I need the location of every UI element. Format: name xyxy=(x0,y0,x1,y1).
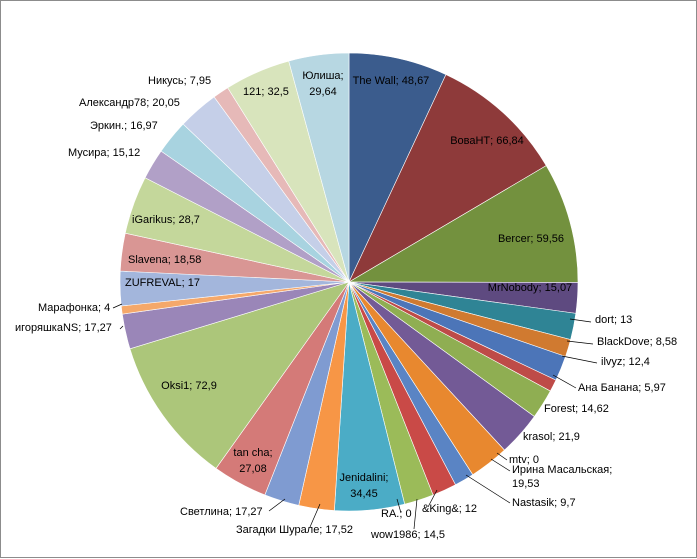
slice-label: dort; 13 xyxy=(595,314,632,326)
pie-slice xyxy=(129,281,350,469)
leader-line xyxy=(496,452,508,461)
slice-label: Загадки Шурале; 17,52 xyxy=(236,524,353,536)
slice-label: Марафонка; 4 xyxy=(38,302,110,314)
slice-label: Ана Банана; 5,97 xyxy=(578,382,666,394)
pie-slice xyxy=(288,52,350,283)
slice-label: Эркин.; 16,97 xyxy=(90,120,158,132)
leader-line xyxy=(119,325,124,330)
leader-line xyxy=(566,340,594,345)
slice-label: RA.; 0 xyxy=(381,508,412,520)
slice-label: 121; 32,5 xyxy=(243,86,289,98)
leader-line xyxy=(413,498,418,530)
slice-label: krasol; 21,9 xyxy=(523,431,580,443)
leader-line xyxy=(309,503,321,528)
leader-line xyxy=(112,303,123,309)
slice-label: Forest; 14,62 xyxy=(544,403,609,415)
slice-label: Светлина; 17,27 xyxy=(180,506,263,518)
slice-label: Bercer; 59,56 xyxy=(498,233,564,245)
slice-label: BlackDove; 8,58 xyxy=(597,336,677,348)
pie-slice xyxy=(348,74,547,283)
leader-line xyxy=(552,374,577,389)
slice-label: The Wall; 48,67 xyxy=(353,75,430,87)
slice-label: Oksi1; 72,9 xyxy=(161,380,217,392)
leader-line xyxy=(465,474,511,504)
slice-label: Nastasik; 9,7 xyxy=(512,497,576,509)
slice-label: tan cha; 27,08 xyxy=(233,447,272,475)
slice-label: &King&; 12 xyxy=(422,503,477,515)
leader-line xyxy=(569,318,592,323)
slice-label: Slavena; 18,58 xyxy=(128,254,201,266)
slice-label: iGarikus; 28,7 xyxy=(132,214,200,226)
slice-label: Александр78; 20,05 xyxy=(79,97,180,109)
slice-label: Ирина Масальская; 19,53 xyxy=(512,464,612,490)
leader-line xyxy=(427,489,438,508)
slice-label: ВоваНТ; 66,84 xyxy=(450,135,524,147)
leader-line xyxy=(268,498,286,512)
leader-line xyxy=(490,458,511,472)
slice-label: ZUFREVAL; 17 xyxy=(125,277,200,289)
slice-label: ilvyz; 12,4 xyxy=(601,356,650,368)
slice-label: Юлиша; 29,64 xyxy=(302,70,343,98)
leader-line xyxy=(396,498,402,514)
slice-label: mtv; 0 xyxy=(509,454,539,466)
leader-line xyxy=(561,355,598,364)
slice-label: игоряшкаNS; 17,27 xyxy=(15,322,112,334)
slice-label: MrNobody; 15,07 xyxy=(488,282,572,294)
slice-label: Мусира; 15,12 xyxy=(68,147,140,159)
pie-slice xyxy=(347,165,579,283)
slice-label: Jenidalini; 34,45 xyxy=(340,472,389,500)
slice-label: Никусь; 7,95 xyxy=(148,75,211,87)
slice-label: wow1986; 14,5 xyxy=(370,529,445,541)
